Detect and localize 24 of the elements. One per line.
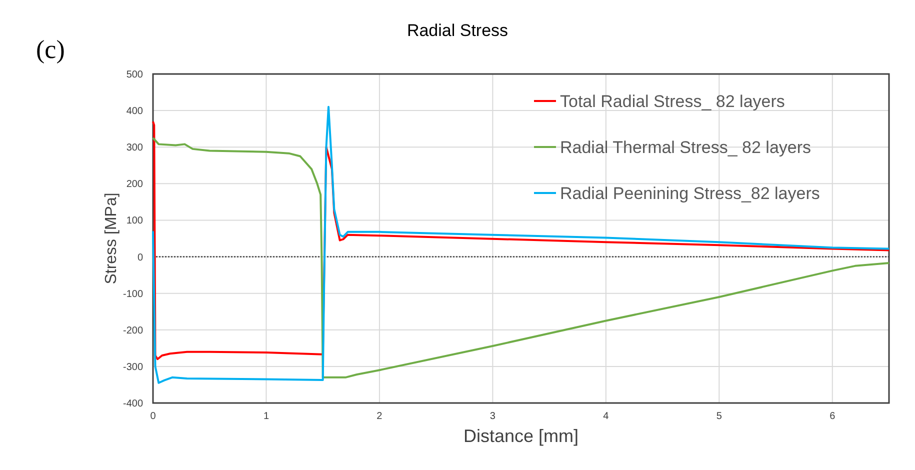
chart-title: Radial Stress <box>406 21 508 40</box>
x-tick-label: 1 <box>263 411 270 422</box>
text: (c) <box>36 35 65 64</box>
legend-label: Radial Thermal Stress_ 82 layers <box>560 138 812 157</box>
x-tick-label: 0 <box>150 411 156 422</box>
legend-label: Total Radial Stress_ 82 layers <box>560 92 785 111</box>
y-tick-label: 100 <box>126 216 144 227</box>
y-tick-label: -200 <box>122 325 144 336</box>
y-tick-label: 400 <box>126 106 144 118</box>
y-tick-label: -400 <box>122 398 144 410</box>
x-axis-title: Distance [mm] <box>463 426 579 446</box>
y-tick-label: 200 <box>126 179 144 190</box>
x-tick-label: 5 <box>716 411 722 422</box>
y-tick-label: 500 <box>126 70 144 80</box>
y-tick-label: -100 <box>122 288 144 300</box>
y-axis-title: Stress [MPa] <box>103 192 120 284</box>
x-tick-label: 4 <box>603 411 610 422</box>
y-tick-label: 300 <box>126 142 144 154</box>
x-tick-label: 3 <box>490 411 496 422</box>
x-tick-label: 6 <box>830 411 836 422</box>
x-tick-label: 2 <box>376 411 383 422</box>
y-tick-label: -300 <box>122 362 144 373</box>
y-tick-label: 0 <box>137 252 144 264</box>
legend-label: Radial Peenining Stress_82 layers <box>560 184 820 203</box>
